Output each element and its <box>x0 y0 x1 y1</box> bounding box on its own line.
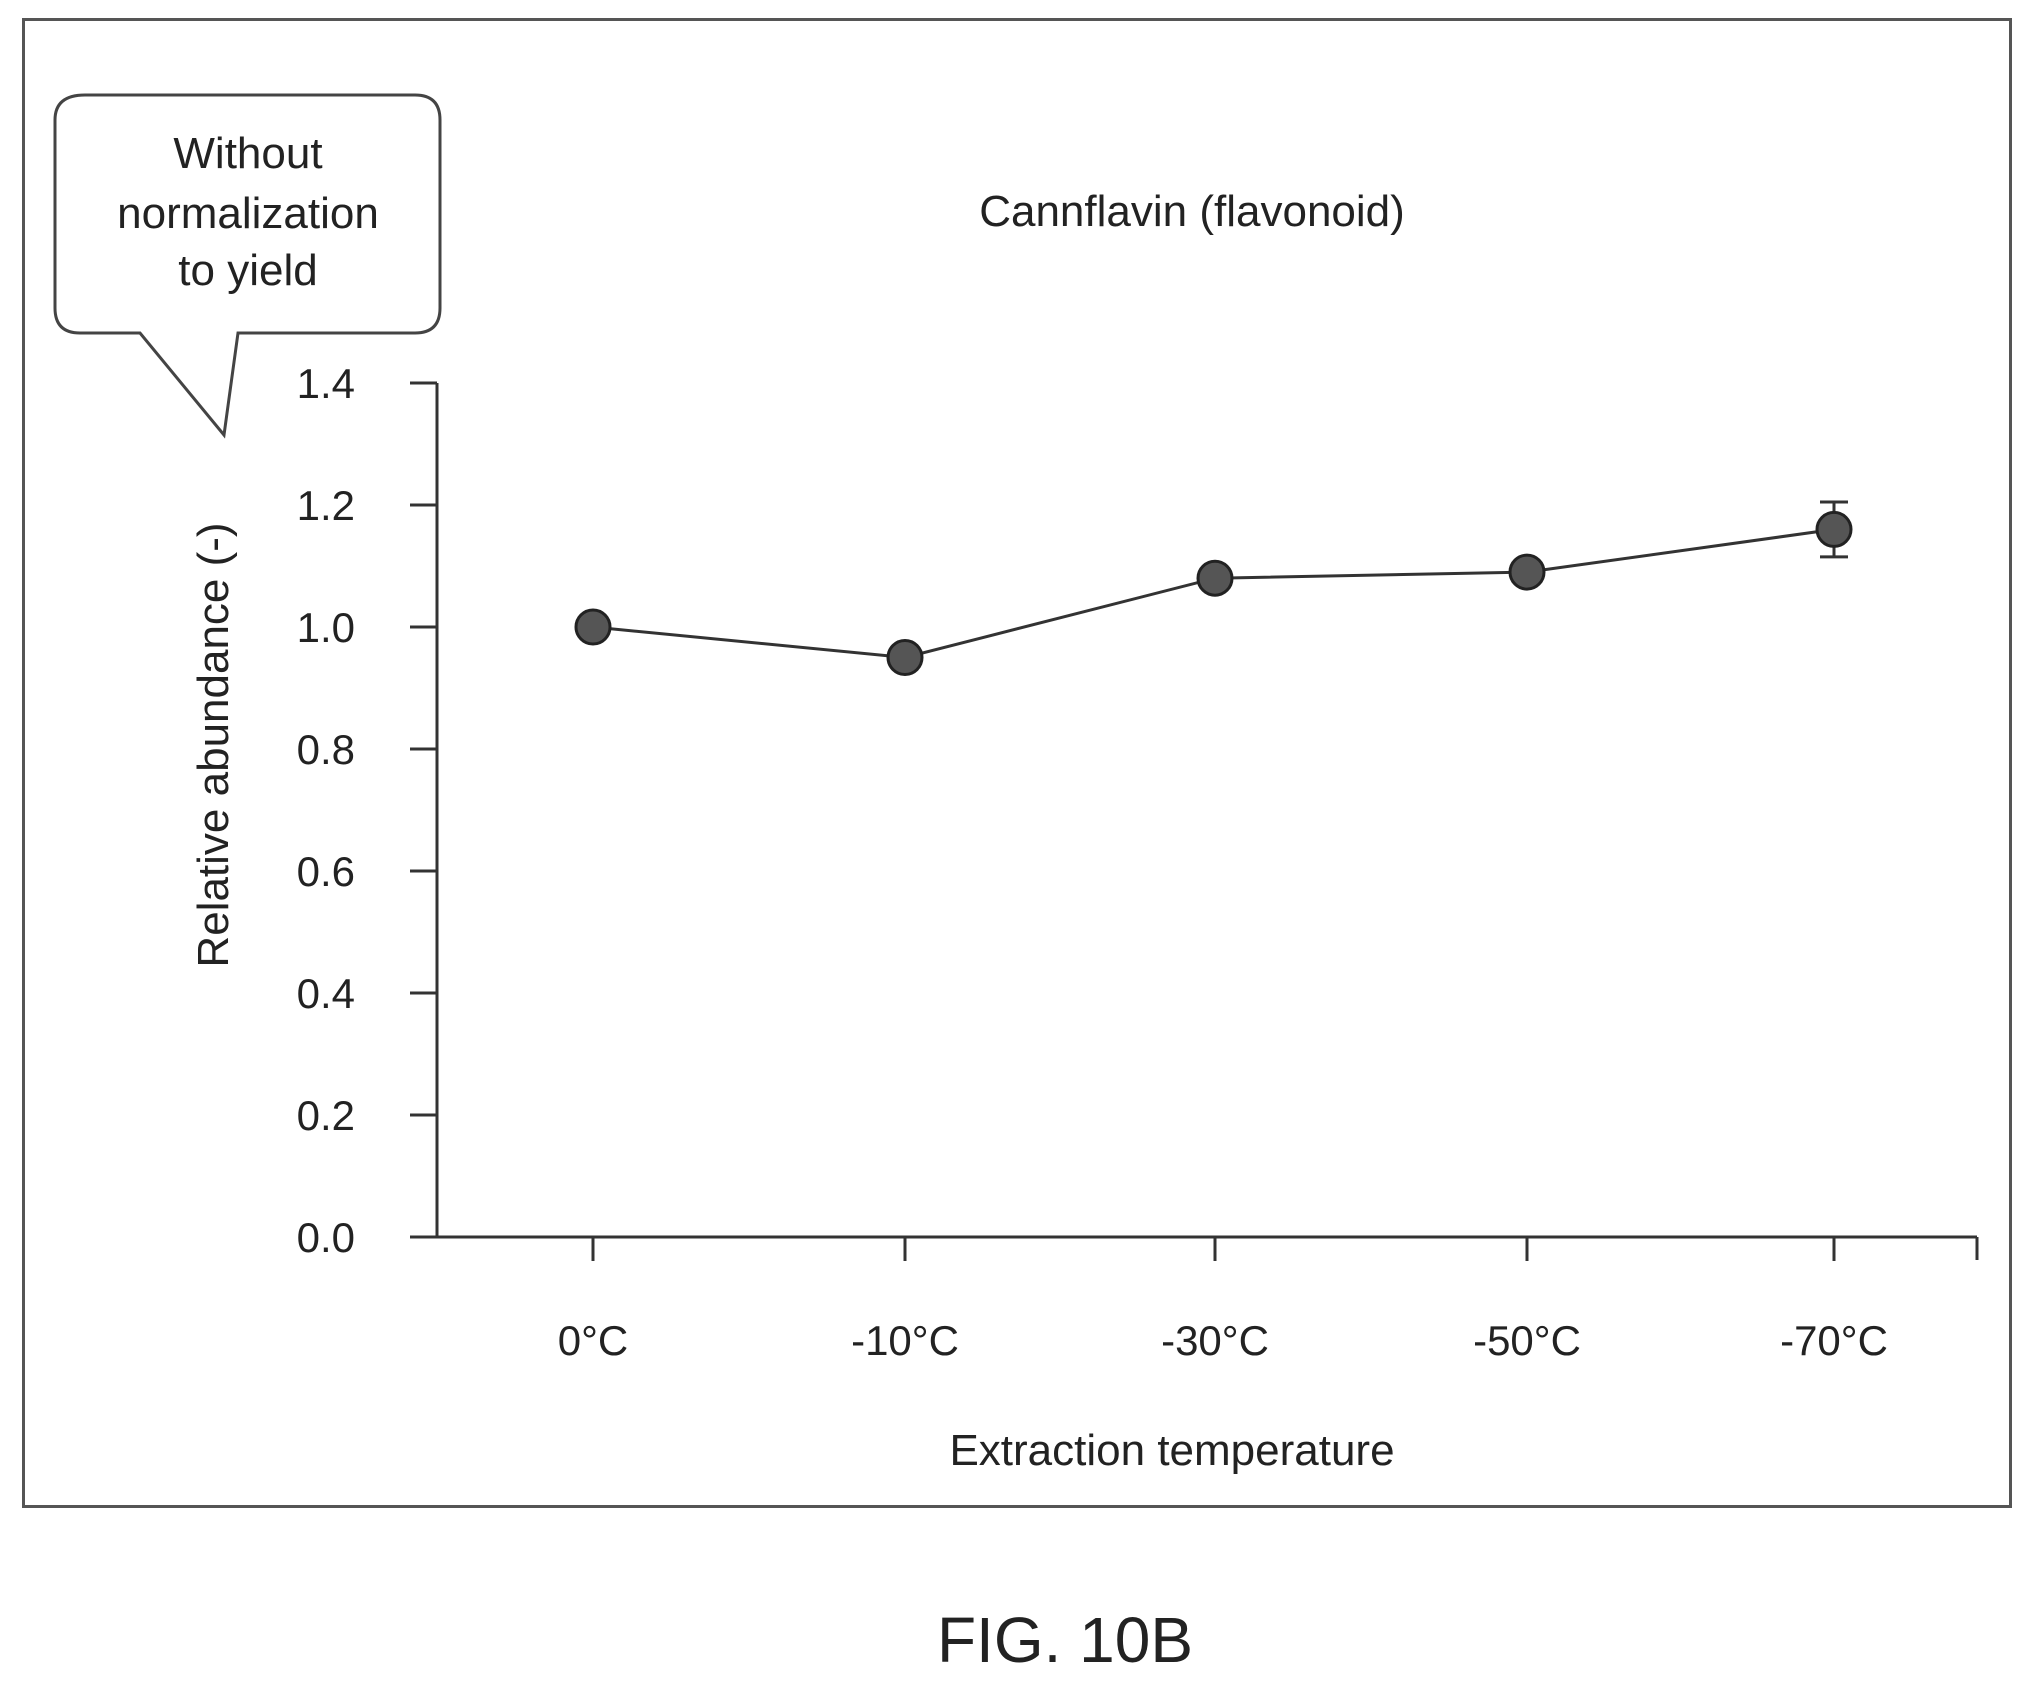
callout-line-1: Without <box>173 129 322 178</box>
x-tick-label: -70°C <box>1780 1317 1888 1364</box>
y-tick-label: 0.0 <box>297 1214 355 1261</box>
data-point <box>886 639 924 676</box>
data-point <box>1196 559 1234 597</box>
figure-frame <box>22 18 2012 1508</box>
y-tick-label: 1.0 <box>297 604 355 651</box>
callout-bubble <box>53 93 442 439</box>
data-point <box>574 608 612 646</box>
y-tick-label: 1.2 <box>297 482 355 529</box>
series-layer <box>574 500 1853 676</box>
y-tick-label: 0.8 <box>297 726 355 773</box>
y-tick-label: 0.2 <box>297 1092 355 1139</box>
figure-label: FIG. 10B <box>937 1604 1193 1676</box>
y-ticks: 0.0 0.2 0.4 0.6 0.8 1.0 1.2 1.4 <box>297 360 437 1261</box>
data-point <box>1815 510 1853 548</box>
x-tick-label: -10°C <box>851 1317 959 1364</box>
x-ticks: 0°C -10°C -30°C -50°C -70°C <box>558 1237 1888 1364</box>
y-axis-title: Relative abundance (-) <box>189 522 238 967</box>
x-tick-label: -30°C <box>1161 1317 1269 1364</box>
y-tick-label: 0.6 <box>297 848 355 895</box>
callout-line-2: normalization <box>117 189 379 238</box>
data-point <box>1508 553 1546 591</box>
callout-line-3: to yield <box>178 246 317 295</box>
x-tick-label: -50°C <box>1473 1317 1581 1364</box>
x-tick-label: 0°C <box>558 1317 629 1364</box>
chart-title: Cannflavin (flavonoid) <box>979 187 1405 236</box>
x-axis-title: Extraction temperature <box>949 1426 1394 1475</box>
y-tick-label: 1.4 <box>297 360 355 407</box>
y-tick-label: 0.4 <box>297 970 355 1017</box>
